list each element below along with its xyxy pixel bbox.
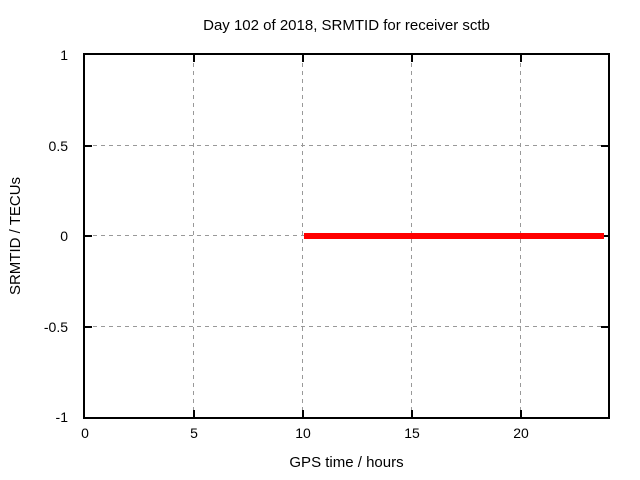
- x-tick-mark: [520, 55, 522, 62]
- y-tick-label: -0.5: [43, 319, 68, 335]
- y-tick-mark: [85, 326, 92, 328]
- x-tick-label: 10: [295, 425, 311, 441]
- x-tick-label: 0: [81, 425, 89, 441]
- y-tick-mark: [601, 145, 608, 147]
- x-tick-mark: [411, 410, 413, 417]
- y-gridline: [85, 145, 608, 146]
- series-line-srmtid: [304, 233, 604, 239]
- x-tick-label: 15: [404, 425, 420, 441]
- x-tick-mark: [193, 55, 195, 62]
- x-tick-label: 5: [190, 425, 198, 441]
- y-tick-mark: [85, 145, 92, 147]
- y-tick-mark: [601, 326, 608, 328]
- x-gridline: [193, 55, 194, 417]
- y-tick-label: 1: [60, 47, 68, 63]
- chart-title: Day 102 of 2018, SRMTID for receiver sct…: [203, 17, 490, 34]
- x-tick-mark: [302, 55, 304, 62]
- y-gridline: [85, 326, 608, 327]
- x-tick-mark: [411, 55, 413, 62]
- y-tick-mark: [601, 235, 608, 237]
- x-axis-label: GPS time / hours: [289, 454, 404, 471]
- x-gridline: [302, 55, 303, 417]
- x-tick-label: 20: [513, 425, 529, 441]
- y-tick-label: 0: [60, 228, 68, 244]
- x-tick-mark: [193, 410, 195, 417]
- y-tick-label: -1: [55, 409, 68, 425]
- plot-area: 0 5 10 15 20 -1 -0.5 0 0.5 1: [44, 47, 610, 441]
- y-tick-mark: [85, 235, 92, 237]
- x-tick-mark: [302, 410, 304, 417]
- x-tick-mark: [520, 410, 522, 417]
- y-tick-label: 0.5: [48, 138, 68, 154]
